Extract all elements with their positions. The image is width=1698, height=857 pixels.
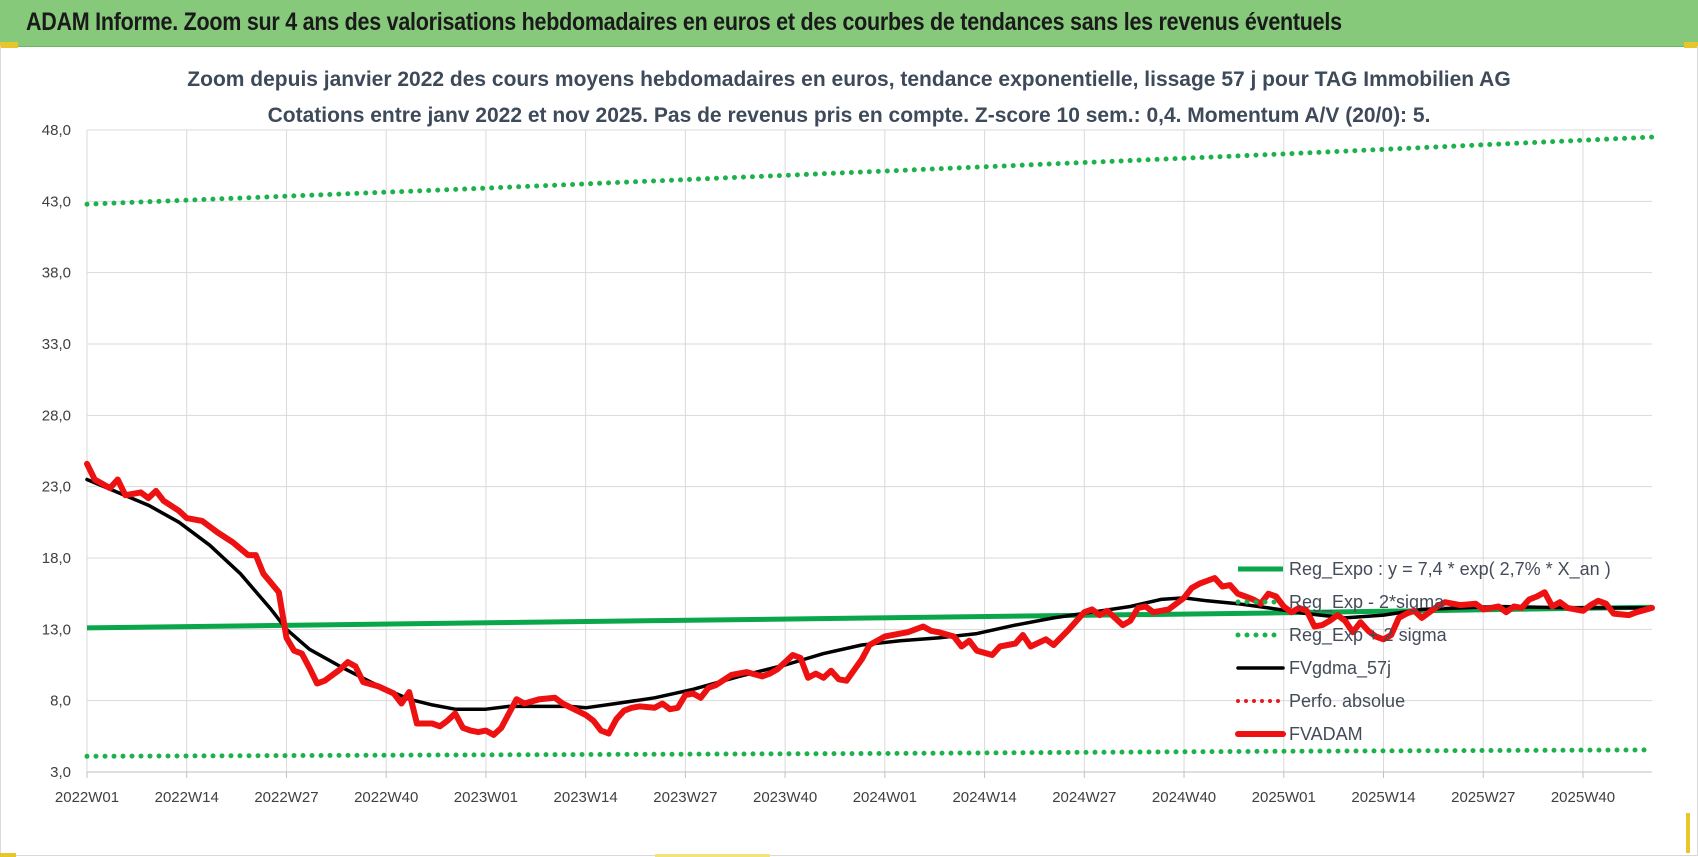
y-tick-label: 23,0 — [42, 479, 71, 496]
x-tick-label: 2023W27 — [653, 789, 717, 806]
series-reg-minus-2sigma — [84, 747, 1655, 759]
y-tick-label: 18,0 — [42, 550, 71, 567]
chart-subtitle: Cotations entre janv 2022 et nov 2025. P… — [267, 104, 1431, 127]
x-tick-label: 2024W01 — [853, 789, 917, 806]
header-bar: ADAM Informe. Zoom sur 4 ans des valoris… — [0, 0, 1698, 47]
legend: Reg_Expo : y = 7,4 * exp( 2,7% * X_an ) R… — [1235, 559, 1611, 744]
series-fvadam — [84, 460, 1655, 738]
y-tick-label: 3,0 — [50, 764, 71, 781]
x-tick-label: 2022W27 — [254, 789, 318, 806]
legend-label: FVgdma_57j — [1289, 658, 1391, 679]
x-tick-label: 2024W40 — [1152, 789, 1216, 806]
x-tick-label: 2025W14 — [1351, 789, 1415, 806]
x-tick-label: 2023W01 — [454, 789, 518, 806]
x-tick-label: 2025W01 — [1252, 789, 1316, 806]
chart-title: Zoom depuis janvier 2022 des cours moyen… — [187, 68, 1511, 91]
y-tick-label: 38,0 — [42, 265, 71, 282]
x-tick-label: 2024W14 — [952, 789, 1016, 806]
y-tick-label: 33,0 — [42, 336, 71, 353]
x-tick-label: 2023W14 — [554, 789, 618, 806]
series-reg-plus-2sigma — [84, 134, 1655, 207]
corner-mark-bottom-left — [0, 853, 16, 857]
corner-mark-top-left — [0, 42, 18, 48]
legend-label: Reg_Exp + 2 sigma — [1289, 625, 1448, 646]
x-tick-label: 2022W01 — [55, 789, 119, 806]
legend-label: FVADAM — [1289, 724, 1363, 744]
y-tick-label: 13,0 — [42, 621, 71, 638]
legend-label: Reg_Expo : y = 7,4 * exp( 2,7% * X_an ) — [1289, 559, 1611, 580]
corner-mark-top-right — [1684, 42, 1698, 48]
series-lines — [84, 134, 1655, 759]
x-tick-label: 2024W27 — [1052, 789, 1116, 806]
x-tick-label: 2023W40 — [753, 789, 817, 806]
legend-label: Reg_Exp - 2*sigma — [1289, 592, 1445, 613]
y-tick-label: 28,0 — [42, 407, 71, 424]
legend-label: Perfo. absolue — [1289, 691, 1405, 711]
x-tick-label: 2022W40 — [354, 789, 418, 806]
bottom-highlight-mark — [655, 854, 770, 857]
x-tick-label: 2022W14 — [155, 789, 219, 806]
grid-lines — [86, 129, 1652, 773]
corner-mark-bottom-right — [1686, 813, 1690, 853]
y-tick-label: 48,0 — [42, 122, 71, 139]
x-axis-ticks: 2022W01 2022W14 2022W27 2022W40 2023W01 2023W… — [55, 771, 1652, 806]
y-axis-ticks: 3,0 8,0 13,0 18,0 23,0 28,0 33,0 38,0 43,0 48,0 — [42, 122, 71, 781]
y-tick-label: 43,0 — [42, 193, 71, 210]
x-tick-label: 2025W40 — [1551, 789, 1615, 806]
x-tick-label: 2025W27 — [1451, 789, 1515, 806]
y-tick-label: 8,0 — [50, 693, 71, 710]
page-title: ADAM Informe. Zoom sur 4 ans des valoris… — [26, 8, 1342, 36]
